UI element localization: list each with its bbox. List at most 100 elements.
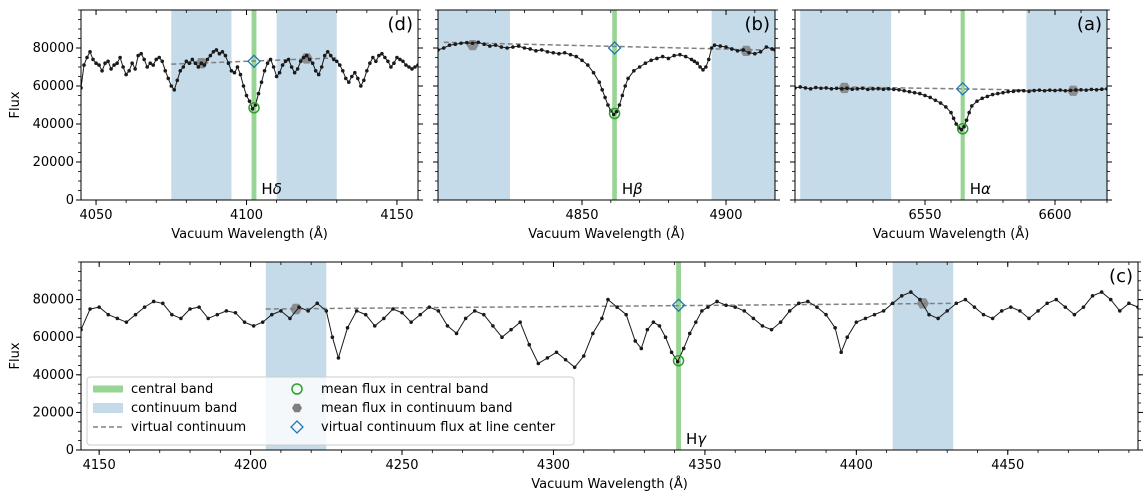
spectrum-point [151,299,156,304]
spectrum-point [217,51,222,56]
spectrum-point [975,99,979,103]
spectrum-point [902,88,906,93]
spectrum-point [967,110,971,115]
legend-virtual-continuum-label: virtual continuum [131,420,246,435]
spectrum-point [899,294,904,298]
spectrum-point [343,76,348,81]
spectrum-point [197,305,201,309]
spectrum-point [181,65,186,69]
y-axis-title: Flux [8,342,23,369]
spectrum-point [944,105,948,109]
spectrum-point [701,68,705,72]
spectrum-point [445,324,450,328]
spectrum-point [655,56,659,61]
spectrum-point [872,312,877,317]
spectrum-point [876,86,880,91]
x-tick-label: 4850 [565,208,598,223]
spectrum-point [465,40,469,45]
spectrum-point [620,93,625,98]
spectrum-point [196,65,201,69]
continuum-band-1 [800,10,892,200]
spectrum-points [795,85,1107,132]
spectrum-point [268,57,273,62]
spectrum-point [585,63,590,67]
spectrum-point [315,301,320,306]
spectrum-point [288,316,292,321]
spectrum-point [389,65,393,69]
spectrum-point [262,69,267,73]
spectrum-point [220,50,225,54]
spectrum-point [623,84,628,88]
spectrum-point [689,57,694,62]
spectrum-point [124,72,128,77]
spectrum-point [938,101,943,105]
x-axis-title: Vacuum Wavelength (Å) [531,476,688,492]
x-tick-label: 6550 [908,208,941,223]
spectrum-point [709,46,714,50]
spectrum-point [85,55,89,60]
spectrum-points [81,48,418,111]
spectrum-point [574,54,579,59]
spectrum-point [985,94,990,99]
virtual-continuum-line [443,41,761,51]
spectrum-point [118,55,122,60]
spectrum-point [959,127,964,132]
spectrum-point [1006,89,1010,94]
spectrum-point [363,312,368,317]
spectrum-point [633,339,638,343]
legend-frame [86,376,575,446]
spectrum-point [581,354,586,358]
spectrum-point [700,309,704,313]
spectrum-point [103,61,107,65]
spectrum-point [482,42,486,46]
spectrum-point [136,53,140,58]
spectrum-point [951,116,956,121]
spectrum-point [400,310,404,315]
spectrum-point [954,301,959,306]
spectrum-point [328,53,333,58]
spectrum-point [1108,297,1113,302]
spectrum-point [669,350,674,355]
spectrum-point [382,316,386,321]
spectrum-point [980,96,984,101]
legend-mean-central-marker [291,383,303,395]
spectrum-point [824,312,828,317]
spectrum-point [1022,88,1026,93]
spectrum-point [663,335,668,340]
virtual-continuum-line [265,302,954,310]
spectrum-point [459,41,463,46]
spectrum-point [1001,90,1005,95]
spectrum-point [297,305,301,309]
spectrum-point [260,320,265,324]
spectrum-point [211,50,216,54]
spectrum-point [928,95,932,100]
spectrum-point [695,61,700,65]
spectrum-point [163,69,168,73]
spectrum-point [600,88,604,92]
spectrum-point [179,316,183,321]
spectrum-point [380,51,384,56]
spectrum-point [657,324,662,328]
spectrum-point [244,93,249,98]
spectrum-point [580,58,584,63]
spectrum-point [271,65,276,69]
spectrum-point [292,70,297,75]
spectrum-point [88,307,92,311]
spectrum-point [1081,305,1086,309]
spectrum-point [441,46,446,50]
spectrum-point [298,59,303,64]
spectrum-point [1048,88,1052,92]
spectrum-point [226,61,231,65]
central-mean-marker [956,123,969,135]
continuum-band-2 [1026,10,1107,200]
panel-tag: (b) [745,14,770,35]
spectrum-point [229,69,234,73]
virtual-continuum-point-marker [247,54,261,69]
spectrum-point [614,109,619,114]
panel-tag: (a) [1077,14,1102,35]
spectrum-point [829,87,834,91]
spectrum-point [715,299,719,304]
spectrum-point [386,59,390,64]
spectrum-point [527,342,532,347]
spectrum-point [454,331,459,336]
